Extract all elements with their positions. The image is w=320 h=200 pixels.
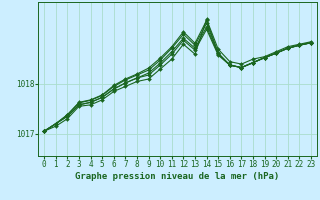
X-axis label: Graphe pression niveau de la mer (hPa): Graphe pression niveau de la mer (hPa): [76, 172, 280, 181]
